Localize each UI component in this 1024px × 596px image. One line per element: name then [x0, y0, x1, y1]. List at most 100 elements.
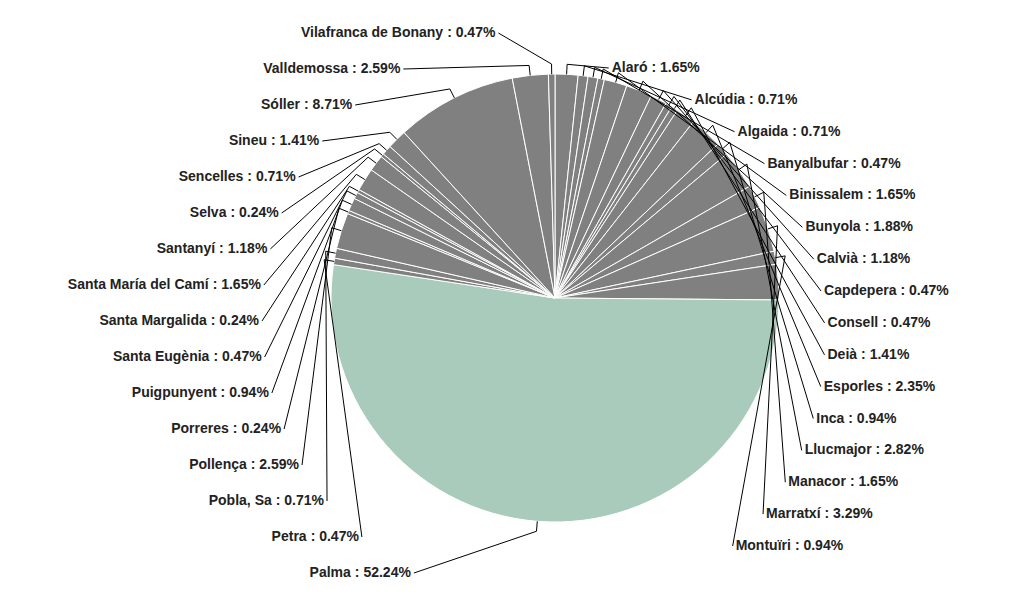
label-value: : 0.71% [276, 492, 325, 508]
label-name: Petra [272, 528, 307, 544]
label-name: Santanyí [157, 240, 216, 256]
data-label: Santa Eugènia: 0.47% [113, 348, 262, 364]
data-label: Vilafranca de Bonany: 0.47% [301, 24, 496, 40]
label-value: : 1.65% [651, 59, 700, 75]
label-value: : 1.41% [861, 346, 910, 362]
label-value: : 1.18% [219, 240, 268, 256]
leader-line [601, 69, 764, 164]
label-value: : 0.47% [311, 528, 360, 544]
label-name: Manacor [788, 473, 846, 489]
label-value: : 0.24% [230, 204, 279, 220]
label-name: Esporles [824, 377, 883, 393]
label-name: Porreres [171, 420, 229, 436]
label-value: : 0.94% [221, 384, 270, 400]
label-name: Santa Margalida [99, 312, 207, 328]
label-name: Vilafranca de Bonany [301, 24, 443, 40]
pie-slice [331, 265, 779, 522]
pie-slice [548, 74, 555, 298]
data-label: Puigpunyent: 0.94% [132, 384, 270, 400]
label-value: : 2.59% [251, 456, 300, 472]
label-value: : 0.47% [213, 348, 262, 364]
label-name: Santa Eugènia [113, 348, 210, 364]
data-label: Calvià: 1.18% [817, 250, 911, 266]
label-name: Bunyola [805, 218, 860, 234]
data-label: Sóller: 8.71% [261, 96, 353, 112]
data-label: Petra: 0.47% [272, 528, 360, 544]
data-label: Esporles: 2.35% [824, 377, 936, 393]
label-name: Capdepera [824, 282, 897, 298]
leader-line [299, 144, 387, 177]
data-label: Marratxí: 3.29% [766, 505, 873, 521]
data-label: Capdepera: 0.47% [824, 282, 949, 298]
label-name: Santa María del Camí [68, 276, 210, 292]
label-name: Binissalem [789, 186, 863, 202]
label-name: Montuïri [736, 537, 791, 553]
label-name: Sineu [229, 132, 267, 148]
data-label: Palma: 52.24% [310, 564, 412, 580]
data-label: Sencelles: 0.71% [179, 168, 296, 184]
label-value: : 0.71% [247, 168, 296, 184]
label-name: Llucmajor [805, 441, 872, 457]
leader-line [284, 208, 348, 429]
data-label: Santanyí: 1.18% [157, 240, 268, 256]
label-value: : 2.82% [876, 441, 925, 457]
data-label: Alaró: 1.65% [612, 59, 701, 75]
label-value: : 0.71% [749, 91, 798, 107]
leader-line [722, 142, 813, 418]
label-name: Banyalbufar [767, 154, 848, 170]
label-value: : 1.88% [865, 218, 914, 234]
data-label: Valldemossa: 2.59% [263, 60, 401, 76]
data-label: Bunyola : 1.88% [805, 218, 913, 234]
label-name: Deià [828, 346, 858, 362]
label-value: : 1.65% [867, 186, 916, 202]
label-value: : 0.47% [882, 314, 931, 330]
label-value: : 0.71% [792, 122, 841, 138]
label-name: Valldemossa [263, 60, 348, 76]
leader-line [685, 108, 824, 355]
data-label: Pollença: 2.59% [189, 456, 299, 472]
label-value: : 1.41% [271, 132, 320, 148]
leader-line [302, 228, 341, 465]
data-label: Santa Margalida: 0.24% [99, 312, 259, 328]
label-name: Alcúdia [695, 91, 746, 107]
label-value: : 1.18% [862, 250, 911, 266]
label-value: : 1.65% [850, 473, 899, 489]
label-value: : 0.47% [900, 282, 949, 298]
data-label: Binissalem: 1.65% [789, 186, 916, 202]
label-name: Marratxí [766, 505, 822, 521]
label-name: Puigpunyent [132, 384, 217, 400]
leader-line [282, 149, 383, 213]
leader-line [659, 91, 814, 260]
label-name: Pobla, Sa [209, 492, 272, 508]
label-value: : 0.94% [795, 537, 844, 553]
pie-slice [512, 74, 555, 298]
data-label: Llucmajor: 2.82% [805, 441, 925, 457]
label-name: Sencelles [179, 168, 244, 184]
labels: Alaró: 1.65%Alcúdia: 0.71%Algaida: 0.71%… [68, 24, 949, 580]
label-name: Palma [310, 564, 351, 580]
label-value: : 0.47% [447, 24, 496, 40]
label-value: : 0.94% [848, 409, 897, 425]
label-value: : 2.59% [352, 60, 401, 76]
leader-line [322, 132, 397, 141]
data-label: Pobla, Sa: 0.71% [209, 492, 325, 508]
leader-line [403, 65, 530, 75]
label-value: : 0.24% [233, 420, 282, 436]
label-value: : 8.71% [304, 96, 353, 112]
pie-slice [555, 264, 779, 300]
label-value: : 3.29% [825, 505, 874, 521]
data-label: Deià: 1.41% [828, 346, 910, 362]
data-label: Banyalbufar: 0.47% [767, 154, 901, 170]
label-name: Sóller [261, 96, 300, 112]
label-name: Selva [190, 204, 227, 220]
label-name: Consell [828, 314, 879, 330]
leader-line [326, 251, 336, 501]
leader-line [324, 260, 362, 537]
label-name: Calvià [817, 250, 858, 266]
leader-line [355, 89, 454, 105]
label-name: Algaida [738, 122, 789, 138]
label-value: : 2.35% [887, 377, 936, 393]
label-value: : 0.24% [211, 312, 260, 328]
leader-line [498, 33, 551, 74]
data-label: Consell: 0.47% [828, 314, 931, 330]
